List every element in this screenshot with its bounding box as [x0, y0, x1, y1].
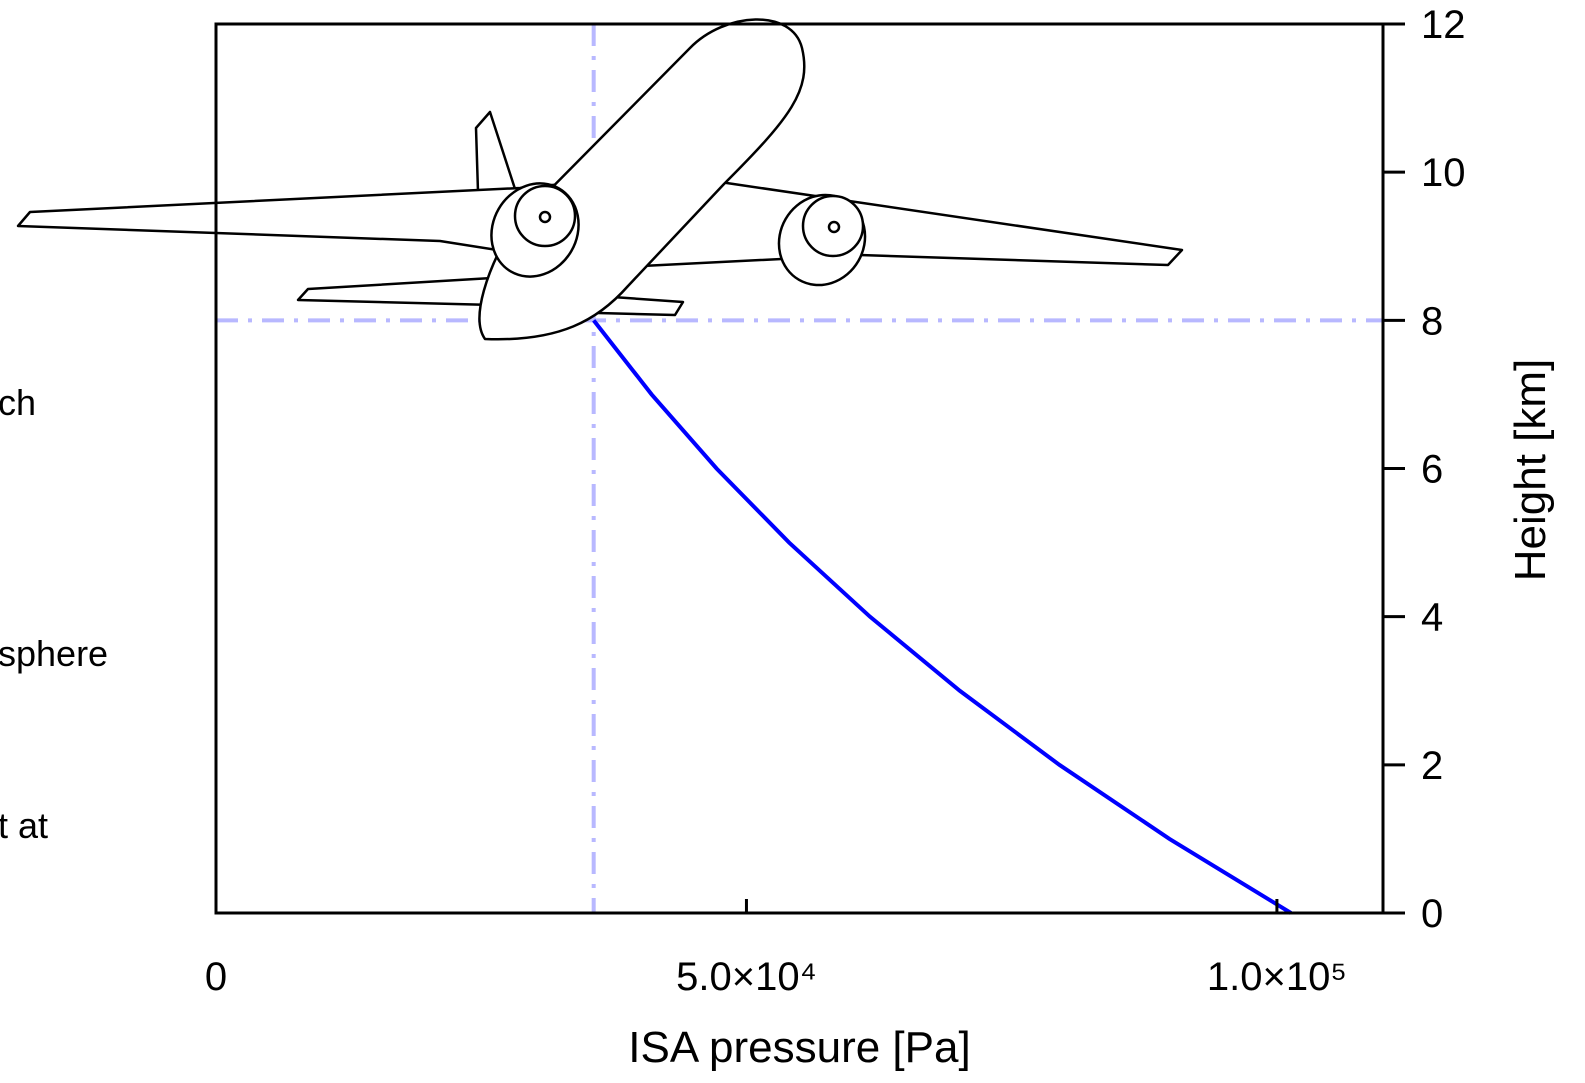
- data-line: [594, 320, 1291, 913]
- axes: 0 5.0×10⁴ 1.0×10⁵ 0 2 4 6 8 10 12 ISA pressure [Pa…: [0, 3, 1555, 1072]
- annotation: sphere: [0, 633, 108, 674]
- y-tick-label: 2: [1421, 744, 1443, 788]
- vertical-tail: [476, 112, 516, 192]
- chart: 0 5.0×10⁴ 1.0×10⁵ 0 2 4 6 8 10 12 ISA pressure [Pa…: [0, 0, 1585, 1083]
- plot-frame: [216, 24, 1383, 913]
- annotation: ch: [0, 382, 36, 423]
- x-tick-label: 5.0×10⁴: [676, 955, 817, 999]
- y-tick-label: 10: [1421, 151, 1466, 195]
- left-engine-hub: [540, 212, 550, 222]
- x-tick-label: 1.0×10⁵: [1207, 955, 1347, 999]
- x-tick-label: 0: [205, 955, 227, 999]
- right-engine-hub: [829, 222, 839, 232]
- x-axis-title: ISA pressure [Pa]: [628, 1023, 970, 1072]
- y-tick-label: 6: [1421, 448, 1443, 492]
- reference-lines: [216, 24, 1383, 913]
- y-tick-label: 0: [1421, 892, 1443, 936]
- fuselage: [480, 19, 805, 339]
- airplane-illustration: [18, 19, 1182, 339]
- annotation: t at: [0, 805, 48, 846]
- left-stabilizer: [298, 278, 494, 305]
- plot-area: [594, 320, 1291, 913]
- right-wing: [642, 182, 1182, 266]
- y-tick-label: 8: [1421, 299, 1443, 343]
- y-axis-title: Height [km]: [1506, 359, 1555, 582]
- y-tick-label: 12: [1421, 3, 1466, 47]
- y-tick-label: 4: [1421, 596, 1443, 640]
